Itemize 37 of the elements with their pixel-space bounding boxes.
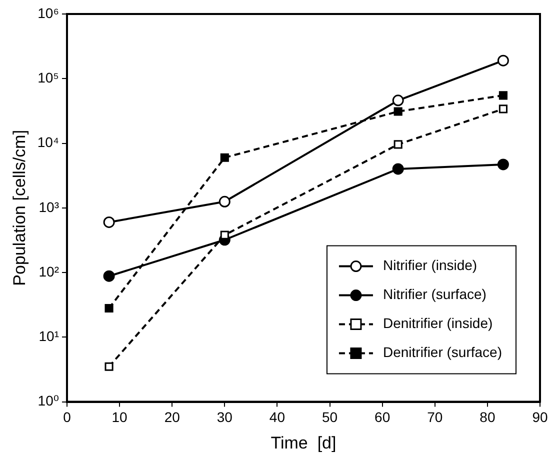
point [392,163,404,175]
y-axis-title: Population [cells/cm] [10,130,29,286]
point [497,158,509,170]
y-tick-label: 10¹ [38,328,60,344]
point [498,104,508,114]
x-tick-label: 60 [374,409,390,426]
point [103,216,115,228]
point [220,153,229,162]
point [104,362,114,371]
x-tick-label: 20 [164,409,180,426]
x-tick-label: 50 [322,409,338,426]
point [394,107,402,116]
y-tick-label: 10⁴ [37,134,59,150]
x-tick-label: 80 [480,409,496,426]
point [103,270,115,282]
y-tick-label: 10⁰ [38,392,60,409]
legend-label: Nitrifier (inside) [382,257,478,274]
x-tick-label: 30 [216,409,233,426]
point [497,54,509,66]
y-tick-label: 10⁶ [38,4,59,21]
point [218,196,230,208]
x-tick-label: 90 [532,409,548,426]
x-axis-title: Time [d] [270,433,336,452]
point [104,304,114,313]
legend-label: Denitrifier (surface) [382,344,502,360]
x-tick-label: 70 [427,409,443,426]
y-tick-label: 10² [38,263,60,280]
point [394,140,402,149]
point [392,94,404,106]
x-tick-label: 0 [63,409,72,426]
point [498,91,508,100]
legend-label: Nitrifier (surface) [382,286,486,302]
y-tick-label: 10³ [38,198,60,215]
y-tick-label: 10⁵ [38,69,59,86]
legend-label: Denitrifier (inside) [382,315,493,332]
x-tick-label: 10 [112,409,128,426]
x-tick-label: 40 [269,409,286,426]
